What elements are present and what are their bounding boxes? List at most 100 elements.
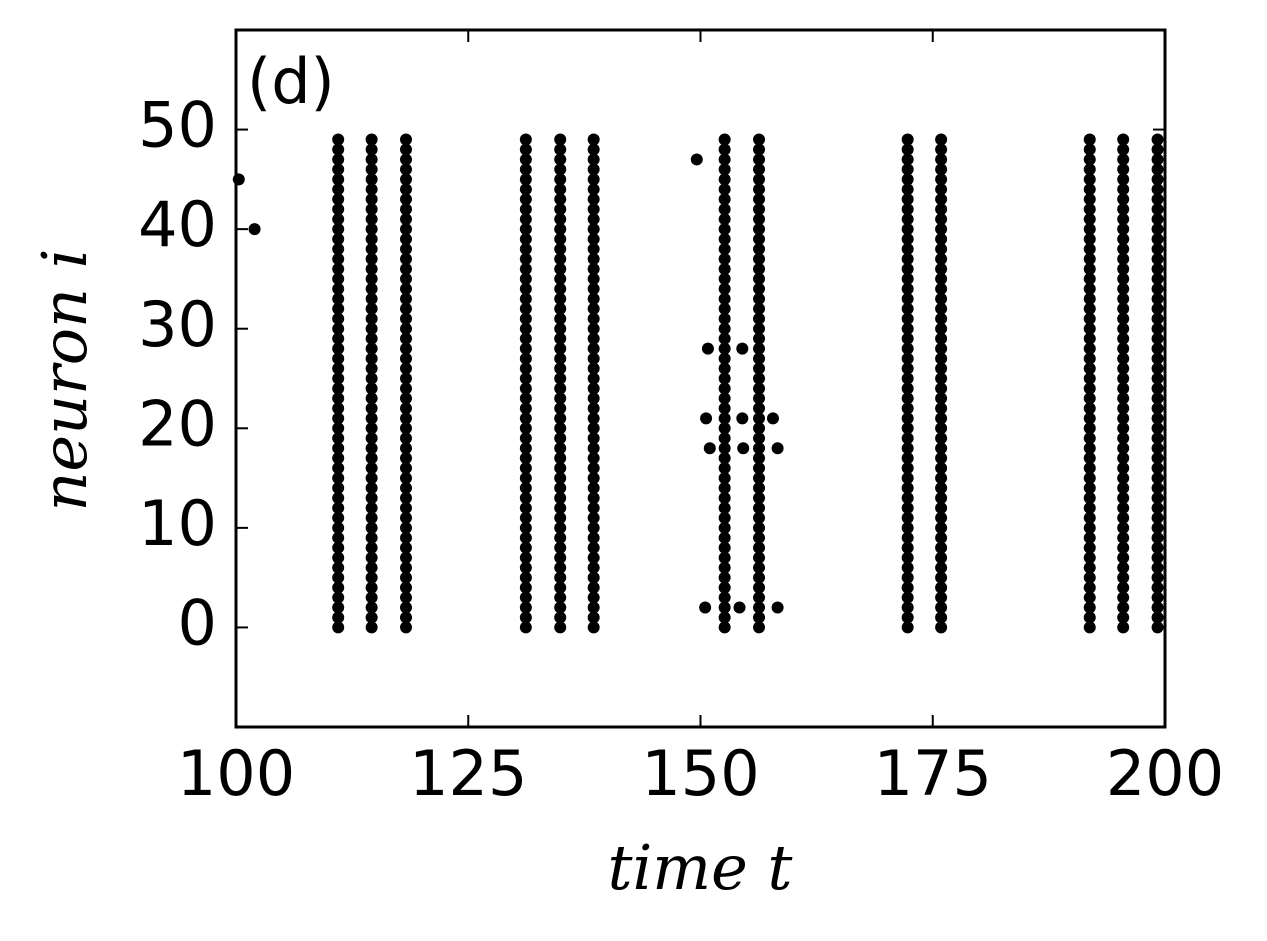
- spike-point: [1083, 561, 1096, 574]
- spike-point: [901, 422, 914, 435]
- spike-point: [400, 292, 413, 305]
- spike-point: [332, 213, 345, 226]
- spike-point: [753, 452, 766, 465]
- spike-point: [901, 312, 914, 325]
- spike-point: [400, 452, 413, 465]
- spike-point: [935, 601, 948, 614]
- spike-point: [1117, 402, 1130, 415]
- spike-point: [1151, 531, 1164, 544]
- spike-point: [771, 601, 784, 614]
- spike-point: [1117, 173, 1130, 186]
- spike-point: [519, 253, 532, 266]
- spike-point: [587, 442, 600, 455]
- spike-point: [332, 412, 345, 425]
- spike-point: [332, 352, 345, 365]
- spike-point: [901, 452, 914, 465]
- spike-point: [1083, 292, 1096, 305]
- spike-point: [703, 442, 716, 455]
- spike-point: [400, 302, 413, 315]
- spike-point: [901, 462, 914, 475]
- spike-point: [1117, 392, 1130, 405]
- spike-point: [753, 402, 766, 415]
- spike-point: [718, 501, 731, 514]
- spike-point: [753, 332, 766, 345]
- spike-point: [1083, 372, 1096, 385]
- spike-point: [718, 581, 731, 594]
- spike-point: [1151, 392, 1164, 405]
- spike-point: [554, 143, 567, 156]
- spike-point: [519, 571, 532, 584]
- spike-point: [1083, 482, 1096, 495]
- spike-point: [365, 262, 378, 275]
- spike-point: [365, 243, 378, 256]
- spike-point: [1151, 432, 1164, 445]
- spike-point: [753, 472, 766, 485]
- spike-point: [365, 442, 378, 455]
- spike-point: [1151, 422, 1164, 435]
- spike-point: [935, 591, 948, 604]
- spike-point: [753, 362, 766, 375]
- spike-point: [1117, 501, 1130, 514]
- spike-point: [587, 392, 600, 405]
- spike-point: [365, 203, 378, 216]
- spike-point: [1083, 521, 1096, 534]
- spike-point: [753, 153, 766, 166]
- spike-point: [400, 611, 413, 624]
- spike-point: [1151, 143, 1164, 156]
- spike-point: [365, 193, 378, 206]
- spike-point: [587, 482, 600, 495]
- spike-point: [753, 203, 766, 216]
- spike-point: [901, 442, 914, 455]
- spike-point: [935, 322, 948, 335]
- spike-point: [587, 322, 600, 335]
- spike-point: [587, 422, 600, 435]
- spike-point: [332, 223, 345, 236]
- spike-point: [718, 322, 731, 335]
- spike-point: [1151, 262, 1164, 275]
- spike-point: [519, 511, 532, 524]
- spike-point: [519, 541, 532, 554]
- spike-point: [753, 282, 766, 295]
- spike-point: [753, 262, 766, 275]
- spike-point: [1117, 491, 1130, 504]
- spike-point: [718, 133, 731, 146]
- spike-point: [332, 591, 345, 604]
- spike-point: [1151, 253, 1164, 266]
- spike-point: [332, 272, 345, 285]
- spike-point: [332, 183, 345, 196]
- spike-point: [718, 382, 731, 395]
- spike-point: [753, 561, 766, 574]
- spike-point: [365, 422, 378, 435]
- spike-point: [753, 442, 766, 455]
- spike-point: [1151, 302, 1164, 315]
- spike-point: [901, 372, 914, 385]
- spike-point: [1083, 233, 1096, 246]
- spike-point: [519, 302, 532, 315]
- spike-point: [1083, 511, 1096, 524]
- spike-point: [587, 531, 600, 544]
- spike-point: [935, 173, 948, 186]
- spike-point: [554, 422, 567, 435]
- spike-point: [753, 551, 766, 564]
- spike-point: [935, 133, 948, 146]
- spike-point: [753, 372, 766, 385]
- spike-point: [365, 521, 378, 534]
- spike-point: [519, 402, 532, 415]
- spike-point: [718, 312, 731, 325]
- spike-point: [718, 143, 731, 156]
- spike-point: [935, 571, 948, 584]
- spike-point: [554, 193, 567, 206]
- spike-point: [400, 233, 413, 246]
- spike-point: [1151, 272, 1164, 285]
- spike-point: [587, 173, 600, 186]
- spike-point: [1151, 571, 1164, 584]
- spike-point: [519, 233, 532, 246]
- spike-point: [554, 253, 567, 266]
- spike-point: [1083, 332, 1096, 345]
- spike-point: [519, 292, 532, 305]
- spike-point: [901, 412, 914, 425]
- spike-point: [901, 511, 914, 524]
- spike-point: [587, 133, 600, 146]
- spike-point: [1117, 223, 1130, 236]
- spike-point: [718, 163, 731, 176]
